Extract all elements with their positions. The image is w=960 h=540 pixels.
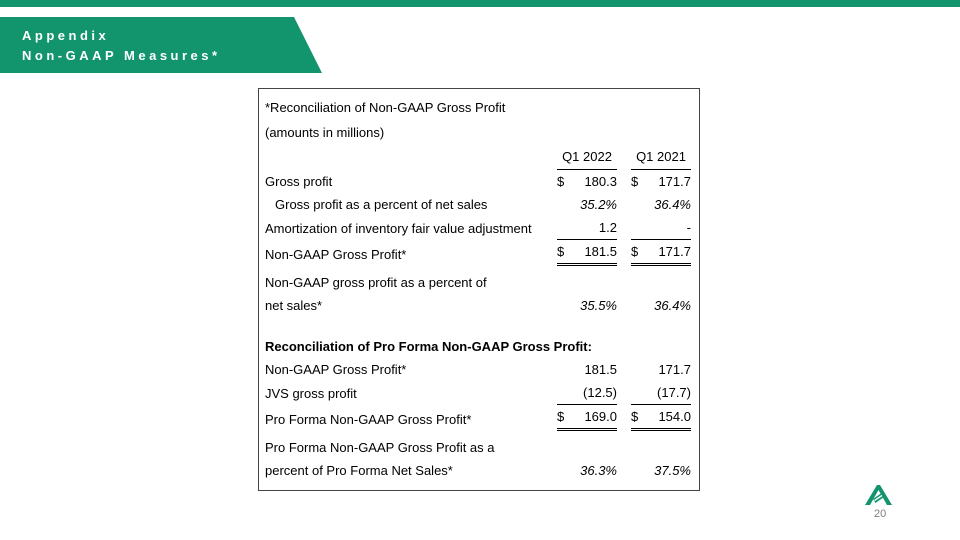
value: (12.5) [583,385,617,400]
table-section-header: Reconciliation of Pro Forma Non-GAAP Gro… [265,335,691,358]
value-cell: $ 171.7 [631,170,691,193]
row-label: net sales* [265,298,323,313]
table-row: Non-GAAP Gross Profit* $ 181.5 $ 171.7 [265,240,691,266]
row-label: Pro Forma Non-GAAP Gross Profit as a [265,440,495,455]
value-cell: - [631,216,691,240]
value: 169.0 [584,409,617,424]
column-header-q1-2022: Q1 2022 [557,145,617,170]
reconciliation-table: *Reconciliation of Non-GAAP Gross Profit… [258,88,700,491]
value-cell: 171.7 [631,358,691,381]
value-cell: $ 171.7 [631,240,691,266]
row-label: Non-GAAP gross profit as a percent of [265,275,487,290]
row-label: percent of Pro Forma Net Sales* [265,463,453,478]
table-row: net sales* 35.5% 36.4% [265,294,691,317]
table-row: Gross profit as a percent of net sales 3… [265,193,691,216]
table-row: Pro Forma Non-GAAP Gross Profit as a [265,436,691,459]
value-cell: (17.7) [631,381,691,405]
dollar-sign: $ [557,244,565,259]
table-row: percent of Pro Forma Net Sales* 36.3% 37… [265,459,691,482]
value: 181.5 [584,362,617,377]
value-cell: 36.3% [557,459,617,482]
dollar-sign: $ [557,174,565,189]
stylized-a-arrow-logo-icon [865,485,892,505]
page-number: 20 [874,508,887,520]
value: 37.5% [654,463,691,478]
value: 180.3 [584,174,617,189]
value-cell: $ 180.3 [557,170,617,193]
table-row: Pro Forma Non-GAAP Gross Profit* $ 169.0… [265,405,691,431]
dollar-sign: $ [557,409,565,424]
banner-title-line2: Non-GAAP Measures* [22,48,221,63]
row-label: Amortization of inventory fair value adj… [265,221,532,236]
value: 1.2 [598,220,617,235]
row-label: Gross profit [265,174,333,189]
value-cell: 36.4% [631,294,691,317]
row-label: Non-GAAP Gross Profit* [265,362,407,377]
value: 171.7 [658,174,691,189]
table-row: Non-GAAP Gross Profit* 181.5 171.7 [265,358,691,381]
company-logo [864,484,892,506]
table-section-spacer [265,317,691,335]
value: 36.4% [654,298,691,313]
value: 171.7 [658,244,691,259]
top-accent-strip [0,0,960,7]
table-row: JVS gross profit (12.5) (17.7) [265,381,691,405]
value-cell: $ 169.0 [557,405,617,431]
table-header-row: Q1 2022 Q1 2021 [265,145,691,170]
banner-title-line1: Appendix [22,28,110,43]
value-cell: 1.2 [557,216,617,240]
value: 35.5% [580,298,617,313]
value-cell: 35.2% [557,193,617,216]
value: (17.7) [657,385,691,400]
table-row: Amortization of inventory fair value adj… [265,216,691,240]
row-label: Pro Forma Non-GAAP Gross Profit* [265,412,472,427]
table-row: Non-GAAP gross profit as a percent of [265,271,691,294]
dollar-sign: $ [631,244,639,259]
section-header-label: Reconciliation of Pro Forma Non-GAAP Gro… [265,339,592,354]
table-title: *Reconciliation of Non-GAAP Gross Profit [265,100,506,115]
value-cell: $ 181.5 [557,240,617,266]
row-label: Non-GAAP Gross Profit* [265,247,407,262]
dollar-sign: $ [631,174,639,189]
value-cell: 36.4% [631,193,691,216]
value-cell: (12.5) [557,381,617,405]
value: 171.7 [658,362,691,377]
value: 154.0 [658,409,691,424]
table-row: Gross profit $ 180.3 $ 171.7 [265,170,691,193]
row-label: JVS gross profit [265,386,357,401]
value: 36.3% [580,463,617,478]
value-cell: 35.5% [557,294,617,317]
value: 35.2% [580,197,617,212]
row-label: Gross profit as a percent of net sales [275,197,488,212]
value-cell: 37.5% [631,459,691,482]
dollar-sign: $ [631,409,639,424]
value: 36.4% [654,197,691,212]
value-cell: 181.5 [557,358,617,381]
value: - [686,220,691,235]
value-cell: $ 154.0 [631,405,691,431]
table-subtitle: (amounts in millions) [265,125,385,140]
value: 181.5 [584,244,617,259]
slide-title-banner: Appendix Non-GAAP Measures* [0,17,322,73]
column-header-q1-2021: Q1 2021 [631,145,691,170]
